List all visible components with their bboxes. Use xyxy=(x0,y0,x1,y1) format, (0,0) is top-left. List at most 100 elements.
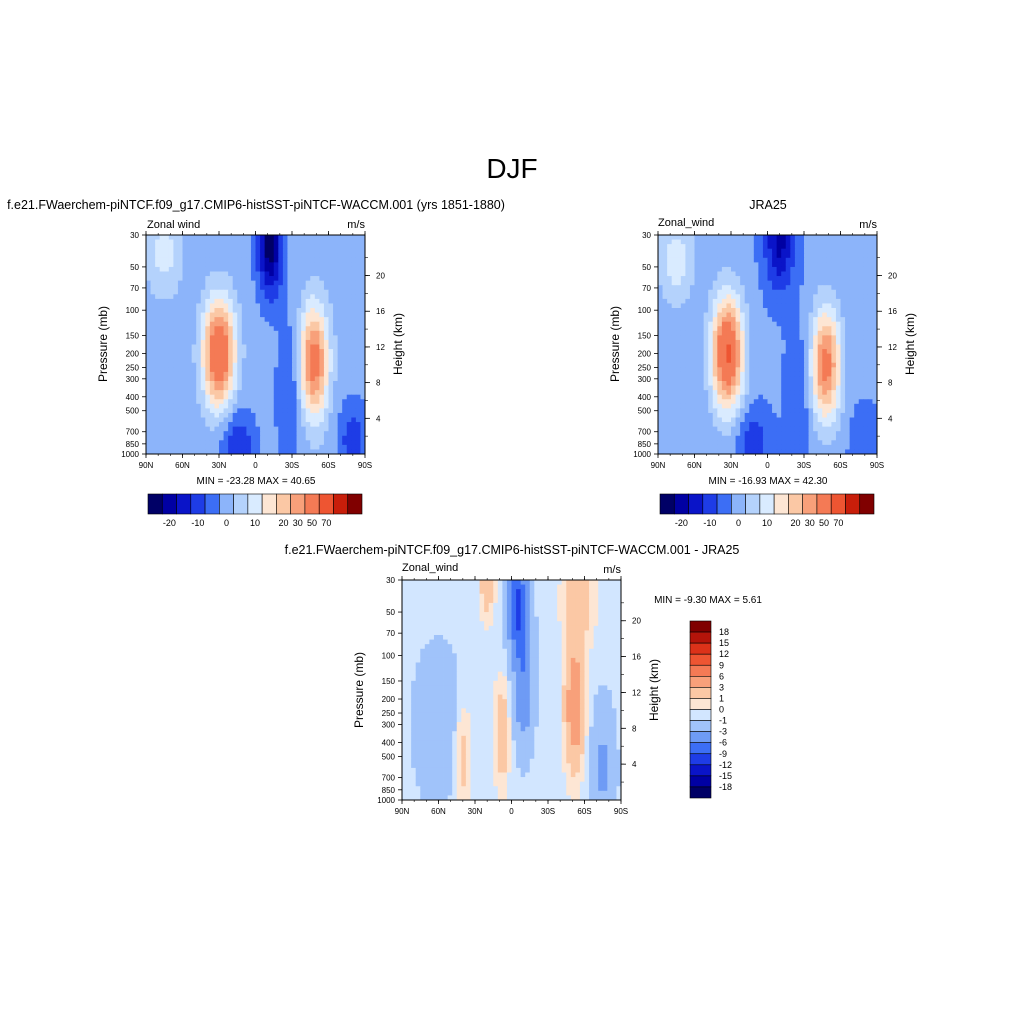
contour-cell xyxy=(351,403,357,409)
contour-cell xyxy=(831,253,837,259)
contour-cell xyxy=(826,344,832,350)
contour-cell xyxy=(269,244,275,250)
contour-cell xyxy=(762,321,768,327)
contour-cell xyxy=(241,431,247,437)
contour-cell xyxy=(323,308,329,313)
contour-cell xyxy=(744,390,750,396)
contour-cell xyxy=(840,444,846,450)
contour-cell xyxy=(346,449,352,455)
contour-cell xyxy=(758,271,764,277)
contour-cell xyxy=(712,358,718,364)
contour-cell xyxy=(155,303,161,309)
contour-cell xyxy=(676,321,682,327)
contour-cell xyxy=(273,412,279,418)
contour-cell xyxy=(273,280,279,286)
contour-cell xyxy=(858,412,864,418)
contour-cell xyxy=(146,440,151,446)
contour-cell xyxy=(735,244,741,250)
contour-cell xyxy=(214,335,220,341)
contour-cell xyxy=(209,326,215,332)
contour-cell xyxy=(699,317,705,323)
contour-cell xyxy=(835,399,841,405)
contour-cell xyxy=(168,403,174,409)
contour-cell xyxy=(292,371,297,377)
contour-cell xyxy=(164,349,170,355)
contour-cell xyxy=(699,330,705,336)
contour-cell xyxy=(717,308,723,313)
contour-cell xyxy=(305,444,311,450)
contour-cell xyxy=(703,399,709,405)
contour-cell xyxy=(232,335,238,341)
contour-cell xyxy=(717,262,723,268)
contour-cell xyxy=(355,349,361,355)
contour-cell xyxy=(328,289,334,295)
contour-cell xyxy=(767,371,773,377)
contour-cell xyxy=(164,335,170,341)
contour-cell xyxy=(680,385,686,391)
contour-cell xyxy=(671,358,677,364)
contour-cell xyxy=(735,317,741,323)
contour-cell xyxy=(219,294,224,300)
contour-cell xyxy=(767,353,773,359)
contour-cell xyxy=(255,422,261,428)
contour-cell xyxy=(187,285,193,291)
contour-cell xyxy=(772,422,778,428)
contour-cell xyxy=(351,317,357,323)
contour-cell xyxy=(323,435,329,441)
contour-cell xyxy=(840,285,846,291)
contour-cell xyxy=(146,326,151,332)
contour-cell xyxy=(278,349,284,355)
contour-cell xyxy=(196,271,202,277)
contour-cell xyxy=(726,408,732,414)
contour-cell xyxy=(717,367,723,373)
contour-cell xyxy=(346,266,352,272)
contour-cell xyxy=(808,335,814,341)
contour-cell xyxy=(429,584,435,590)
contour-cell xyxy=(323,417,329,423)
contour-cell xyxy=(662,280,668,286)
contour-cell xyxy=(269,344,275,350)
contour-cell xyxy=(863,235,869,240)
contour-cell xyxy=(762,285,768,291)
contour-cell xyxy=(237,239,243,245)
contour-cell xyxy=(749,266,755,272)
contour-cell xyxy=(676,253,682,259)
contour-cell xyxy=(173,262,179,268)
contour-cell xyxy=(250,280,256,286)
contour-cell xyxy=(726,339,732,345)
contour-cell xyxy=(831,326,837,332)
contour-cell xyxy=(255,239,261,245)
contour-cell xyxy=(310,312,316,318)
contour-cell xyxy=(219,235,224,240)
y-right-tick-label: 16 xyxy=(888,307,897,316)
contour-cell xyxy=(182,326,188,332)
contour-cell xyxy=(858,280,864,286)
contour-cell xyxy=(721,412,727,418)
contour-cell xyxy=(429,580,435,585)
contour-cell xyxy=(762,276,768,282)
contour-cell xyxy=(845,349,851,355)
contour-cell xyxy=(740,294,746,300)
contour-cell xyxy=(323,298,329,304)
contour-cell xyxy=(415,580,421,585)
contour-cell xyxy=(721,271,727,277)
contour-cell xyxy=(726,381,732,386)
contour-cell xyxy=(712,257,718,263)
contour-cell xyxy=(287,440,293,446)
contour-cell xyxy=(296,376,302,382)
contour-cell xyxy=(749,349,755,355)
contour-cell xyxy=(735,298,741,304)
contour-cell xyxy=(355,344,361,350)
contour-cell xyxy=(817,235,823,240)
contour-cell xyxy=(278,422,284,428)
contour-cell xyxy=(182,435,188,441)
contour-cell xyxy=(776,435,782,441)
contour-cell xyxy=(237,385,243,391)
contour-cell xyxy=(731,349,736,355)
contour-cell xyxy=(744,367,750,373)
contour-cell xyxy=(196,444,202,450)
colorbar-swatch xyxy=(659,493,675,515)
contour-cell xyxy=(817,326,823,332)
contour-cell xyxy=(282,403,288,409)
colorbar-swatch xyxy=(204,493,220,515)
